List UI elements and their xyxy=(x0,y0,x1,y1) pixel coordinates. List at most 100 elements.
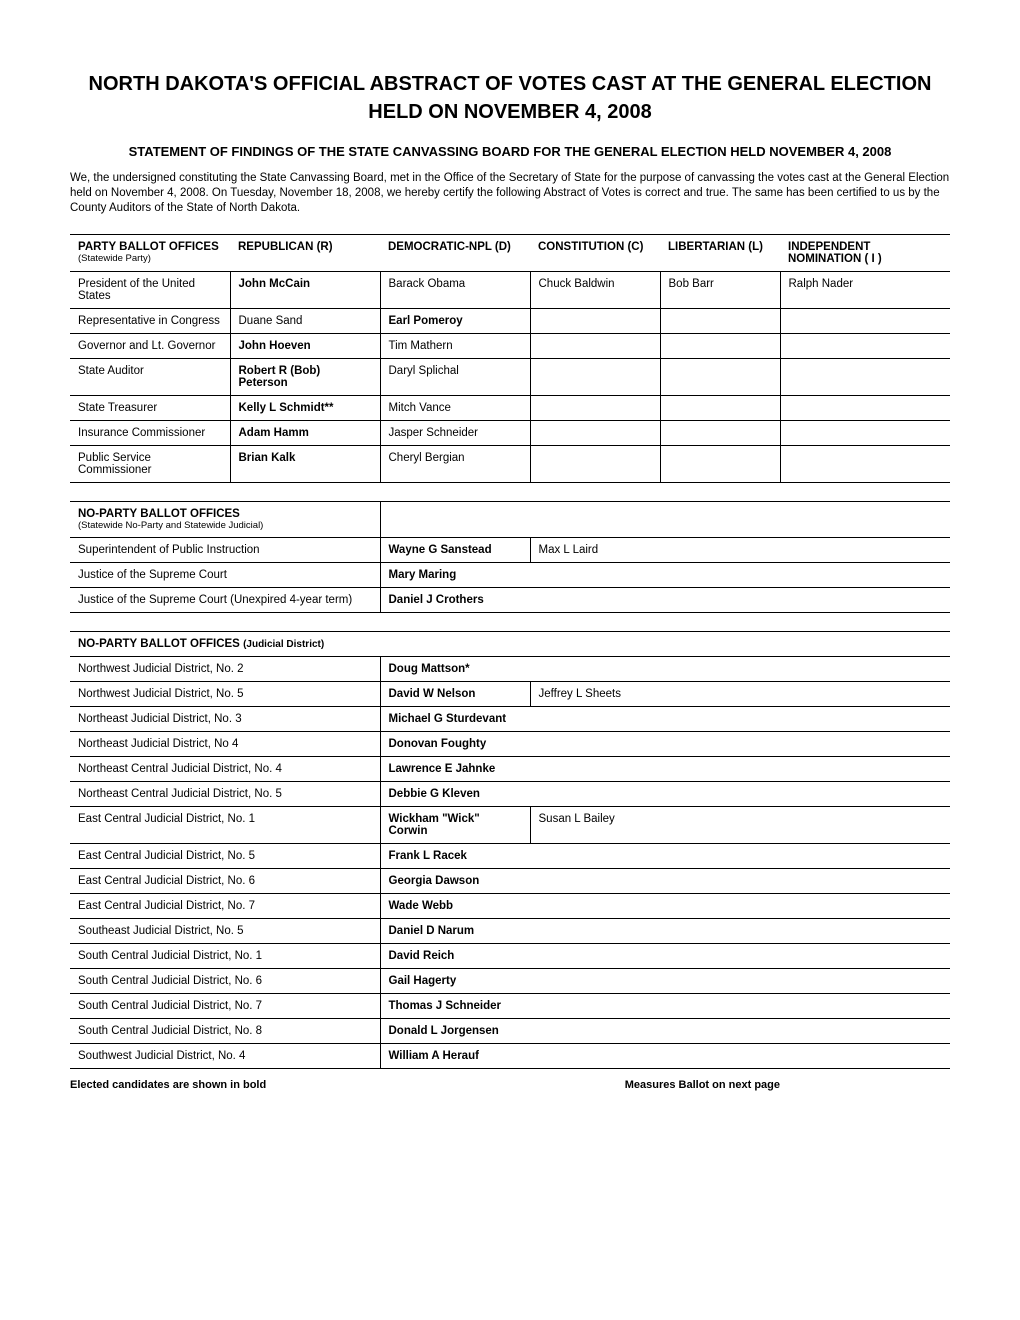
table-row: East Central Judicial District, No. 1Wic… xyxy=(70,806,950,843)
table-row: Southeast Judicial District, No. 5Daniel… xyxy=(70,918,950,943)
table-cell: Insurance Commissioner xyxy=(70,420,230,445)
table-row: Superintendent of Public InstructionWayn… xyxy=(70,537,950,562)
table-cell xyxy=(530,333,660,358)
footer-right: Measures Ballot on next page xyxy=(625,1079,780,1091)
np-header: NO-PARTY BALLOT OFFICES (Statewide No-Pa… xyxy=(70,501,380,537)
table-cell: Mary Maring xyxy=(380,562,530,587)
page-title: NORTH DAKOTA'S OFFICIAL ABSTRACT OF VOTE… xyxy=(70,70,950,126)
table-cell: Mitch Vance xyxy=(380,395,530,420)
table-cell xyxy=(530,843,950,868)
table-row: Northeast Central Judicial District, No.… xyxy=(70,781,950,806)
table-cell: David Reich xyxy=(380,943,530,968)
table-row: East Central Judicial District, No. 7Wad… xyxy=(70,893,950,918)
table-cell: State Auditor xyxy=(70,358,230,395)
table-cell: Duane Sand xyxy=(230,308,380,333)
table-cell xyxy=(530,756,950,781)
table-cell: Donovan Foughty xyxy=(380,731,530,756)
table-cell: Jasper Schneider xyxy=(380,420,530,445)
table-row: South Central Judicial District, No. 1Da… xyxy=(70,943,950,968)
table-cell xyxy=(780,445,950,482)
table-cell: Debbie G Kleven xyxy=(380,781,530,806)
table-cell: Gail Hagerty xyxy=(380,968,530,993)
table-cell: Jeffrey L Sheets xyxy=(530,681,950,706)
table-cell: Northwest Judicial District, No. 5 xyxy=(70,681,380,706)
table-cell: Governor and Lt. Governor xyxy=(70,333,230,358)
table-cell: Tim Mathern xyxy=(380,333,530,358)
table-row: Northeast Central Judicial District, No.… xyxy=(70,756,950,781)
table-cell: Thomas J Schneider xyxy=(380,993,530,1018)
table-cell: Lawrence E Jahnke xyxy=(380,756,530,781)
table-cell: Bob Barr xyxy=(660,271,780,308)
table-row: Public Service CommissionerBrian KalkChe… xyxy=(70,445,950,482)
table-row: President of the United StatesJohn McCai… xyxy=(70,271,950,308)
table-row: Northeast Judicial District, No 4Donovan… xyxy=(70,731,950,756)
table-cell: South Central Judicial District, No. 8 xyxy=(70,1018,380,1043)
table-cell: Daryl Splichal xyxy=(380,358,530,395)
col-header-democratic: DEMOCRATIC-NPL (D) xyxy=(380,234,530,271)
table-cell: South Central Judicial District, No. 7 xyxy=(70,993,380,1018)
table-cell xyxy=(530,993,950,1018)
table-cell: Northwest Judicial District, No. 2 xyxy=(70,656,380,681)
table-cell xyxy=(660,358,780,395)
table-cell xyxy=(530,943,950,968)
table-cell xyxy=(530,587,950,612)
table-cell: Southwest Judicial District, No. 4 xyxy=(70,1043,380,1068)
col-header-office: PARTY BALLOT OFFICES (Statewide Party) xyxy=(70,234,230,271)
table-cell: Wickham "Wick" Corwin xyxy=(380,806,530,843)
intro-paragraph: We, the undersigned constituting the Sta… xyxy=(70,171,950,216)
col-header-independent: INDEPENDENT NOMINATION ( I ) xyxy=(780,234,950,271)
table-cell: East Central Judicial District, No. 5 xyxy=(70,843,380,868)
table-cell: Robert R (Bob) Peterson xyxy=(230,358,380,395)
table-cell: President of the United States xyxy=(70,271,230,308)
table-cell: Daniel J Crothers xyxy=(380,587,530,612)
table-row: Insurance CommissionerAdam HammJasper Sc… xyxy=(70,420,950,445)
table-cell: Doug Mattson* xyxy=(380,656,530,681)
table-cell: Brian Kalk xyxy=(230,445,380,482)
col-header-constitution: CONSTITUTION (C) xyxy=(530,234,660,271)
footer-left: Elected candidates are shown in bold xyxy=(70,1079,266,1091)
table-cell xyxy=(530,868,950,893)
table-cell xyxy=(530,731,950,756)
table-row: South Central Judicial District, No. 7Th… xyxy=(70,993,950,1018)
table-cell: Southeast Judicial District, No. 5 xyxy=(70,918,380,943)
page-subtitle: STATEMENT OF FINDINGS OF THE STATE CANVA… xyxy=(70,144,950,159)
table-cell: Frank L Racek xyxy=(380,843,530,868)
table-cell xyxy=(660,445,780,482)
table-cell: Michael G Sturdevant xyxy=(380,706,530,731)
table-cell: Barack Obama xyxy=(380,271,530,308)
table-cell: Justice of the Supreme Court xyxy=(70,562,380,587)
table-row: Northwest Judicial District, No. 5David … xyxy=(70,681,950,706)
no-party-statewide-table: NO-PARTY BALLOT OFFICES (Statewide No-Pa… xyxy=(70,501,950,613)
table-cell xyxy=(660,420,780,445)
table-cell xyxy=(530,308,660,333)
table-cell: Wade Webb xyxy=(380,893,530,918)
table-cell xyxy=(530,445,660,482)
table-cell xyxy=(660,308,780,333)
table-cell: John McCain xyxy=(230,271,380,308)
table-cell xyxy=(780,333,950,358)
table-cell: Justice of the Supreme Court (Unexpired … xyxy=(70,587,380,612)
table-cell: Cheryl Bergian xyxy=(380,445,530,482)
table-cell xyxy=(530,395,660,420)
table-cell xyxy=(780,395,950,420)
table-row: Justice of the Supreme CourtMary Maring xyxy=(70,562,950,587)
table-cell: Donald L Jorgensen xyxy=(380,1018,530,1043)
jd-header: NO-PARTY BALLOT OFFICES (Judicial Distri… xyxy=(70,631,950,656)
table-row: Southwest Judicial District, No. 4Willia… xyxy=(70,1043,950,1068)
table-cell xyxy=(660,395,780,420)
table-cell xyxy=(530,918,950,943)
table-cell: East Central Judicial District, No. 1 xyxy=(70,806,380,843)
table-cell: Wayne G Sanstead xyxy=(380,537,530,562)
table-cell xyxy=(530,1043,950,1068)
table-row: Representative in CongressDuane SandEarl… xyxy=(70,308,950,333)
table-cell xyxy=(530,893,950,918)
table-cell xyxy=(530,706,950,731)
table-cell: Daniel D Narum xyxy=(380,918,530,943)
table-cell: South Central Judicial District, No. 6 xyxy=(70,968,380,993)
party-ballot-table: PARTY BALLOT OFFICES (Statewide Party) R… xyxy=(70,234,950,483)
table-row: South Central Judicial District, No. 8Do… xyxy=(70,1018,950,1043)
table-cell: Representative in Congress xyxy=(70,308,230,333)
table-row: East Central Judicial District, No. 5Fra… xyxy=(70,843,950,868)
table-cell: Public Service Commissioner xyxy=(70,445,230,482)
table-cell: Georgia Dawson xyxy=(380,868,530,893)
